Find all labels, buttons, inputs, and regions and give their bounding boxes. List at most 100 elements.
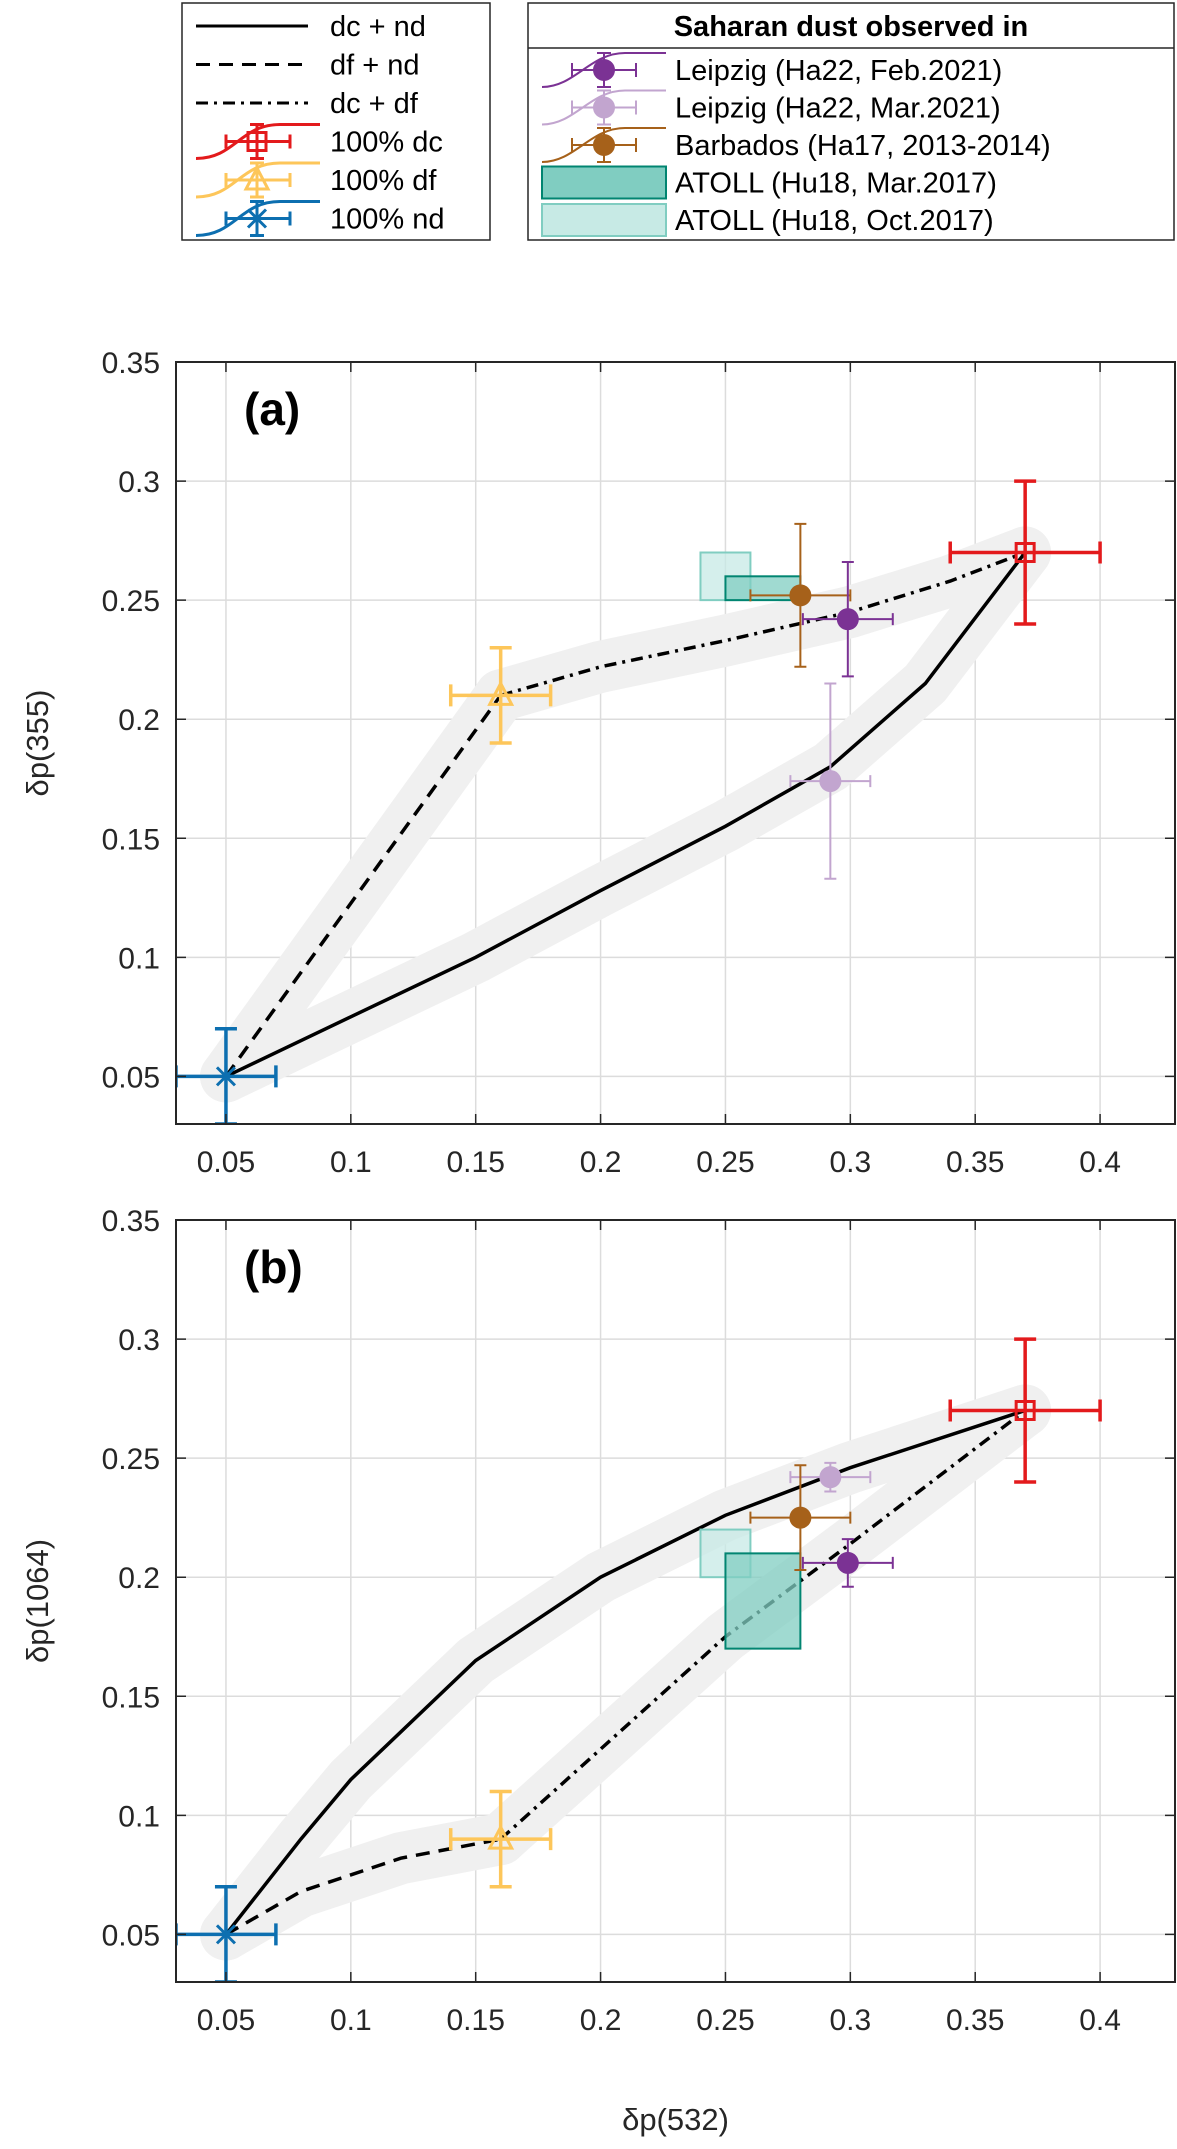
errorbar-dc bbox=[948, 479, 1102, 626]
panel-label: (b) bbox=[244, 1241, 303, 1293]
endmember-nd bbox=[176, 1885, 278, 1982]
legend-label-nd: 100% nd bbox=[330, 204, 445, 236]
legend-swatch-atoll_mar bbox=[541, 165, 667, 200]
marker-leipzig_mar bbox=[819, 770, 842, 793]
y-tick-label: 0.05 bbox=[102, 1061, 160, 1094]
legend-label-leipzig_mar: Leipzig (Ha22, Mar.2021) bbox=[675, 93, 1001, 125]
legend-item-atoll_mar: ATOLL (Hu18, Mar.2017) bbox=[541, 165, 997, 200]
endmember-df bbox=[448, 646, 553, 745]
x-tick-label: 0.2 bbox=[580, 2004, 622, 2037]
marker-leipzig_feb bbox=[836, 608, 859, 631]
legend-item-df: 100% df bbox=[195, 161, 437, 199]
y-tick-label: 0.15 bbox=[102, 823, 160, 856]
plot-content bbox=[176, 362, 1175, 1124]
x-tick-label: 0.25 bbox=[696, 2004, 754, 2037]
marker-df bbox=[487, 680, 515, 706]
x-tick-label: 0.35 bbox=[946, 2004, 1004, 2037]
x-tick-label: 0.05 bbox=[197, 2004, 255, 2037]
y-tick-label: 0.25 bbox=[102, 585, 160, 618]
legend-marker-leipzig_mar bbox=[593, 96, 615, 119]
legend-marker-nd bbox=[246, 207, 268, 230]
axes-frame bbox=[175, 1219, 1176, 1983]
y-axis-label: δp(355) bbox=[20, 690, 55, 797]
x-tick-label: 0.15 bbox=[447, 1146, 505, 1179]
marker-barbados bbox=[789, 1506, 812, 1529]
legend-item-dc_df: dc + df bbox=[196, 88, 419, 120]
legend-item-leipzig_feb: Leipzig (Ha22, Feb.2021) bbox=[541, 52, 1002, 88]
legend-observations: Saharan dust observed in Leipzig (Ha22, F… bbox=[527, 2, 1175, 241]
point-leipzig_feb bbox=[801, 561, 894, 678]
y-tick-label: 0.05 bbox=[102, 1919, 160, 1952]
mixing-curve-dc_nd bbox=[225, 551, 1027, 1078]
legend-box bbox=[527, 2, 1175, 241]
mixing-curve-df_nd bbox=[224, 694, 503, 1078]
marker-leipzig_feb bbox=[836, 1551, 859, 1574]
marker-leipzig_mar bbox=[819, 1466, 842, 1489]
box-atoll_mar bbox=[724, 575, 802, 602]
x-tick-label: 0.2 bbox=[580, 1146, 622, 1179]
legend-box bbox=[181, 2, 491, 241]
x-tick-label: 0.1 bbox=[330, 1146, 372, 1179]
legend-curve-nd bbox=[195, 200, 320, 237]
legend-item-barbados: Barbados (Ha17, 2013-2014) bbox=[541, 127, 1051, 163]
legend-item-leipzig_mar: Leipzig (Ha22, Mar.2021) bbox=[541, 89, 1001, 126]
y-axis-label: δp(1064) bbox=[20, 1539, 55, 1663]
legend-label-dc_df: dc + df bbox=[330, 88, 419, 120]
y-tick-label: 0.2 bbox=[118, 704, 160, 737]
y-tick-label: 0.35 bbox=[102, 347, 160, 380]
legend-label-dc_nd: dc + nd bbox=[330, 11, 426, 43]
legend-marker-dc bbox=[246, 131, 268, 152]
point-barbados bbox=[749, 522, 852, 668]
axes-frame bbox=[175, 361, 1176, 1125]
endmember-df bbox=[448, 1789, 553, 1889]
y-tick-label: 0.3 bbox=[118, 466, 160, 499]
y-tick-label: 0.2 bbox=[118, 1562, 160, 1595]
legend-curve-barbados bbox=[541, 127, 666, 163]
panel-label: (a) bbox=[244, 383, 300, 435]
legend-swatch-atoll_oct bbox=[541, 203, 667, 237]
y-tick-label: 0.3 bbox=[118, 1324, 160, 1357]
legend-label-atoll_mar: ATOLL (Hu18, Mar.2017) bbox=[675, 168, 997, 200]
legend-label-df: 100% df bbox=[330, 165, 437, 197]
marker-dc bbox=[1014, 542, 1036, 563]
legend-label-df_nd: df + nd bbox=[330, 50, 420, 82]
endmember-dc bbox=[948, 1337, 1102, 1484]
marker-nd bbox=[215, 1923, 237, 1946]
legend-item-atoll_oct: ATOLL (Hu18, Oct.2017) bbox=[541, 203, 994, 237]
x-tick-label: 0.1 bbox=[330, 2004, 372, 2037]
legend-label-barbados: Barbados (Ha17, 2013-2014) bbox=[675, 130, 1051, 162]
marker-nd bbox=[215, 1065, 237, 1088]
point-leipzig_feb bbox=[801, 1538, 894, 1588]
errorbar-dc bbox=[948, 1337, 1102, 1484]
x-tick-label: 0.15 bbox=[447, 2004, 505, 2037]
legend-marker-barbados bbox=[593, 134, 615, 156]
box-atoll_mar bbox=[724, 1552, 802, 1650]
legend-label-dc: 100% dc bbox=[330, 127, 443, 159]
point-leipzig_mar bbox=[789, 682, 872, 880]
legend-curve-leipzig_mar bbox=[541, 89, 666, 126]
legend-errorbar-dc bbox=[224, 123, 292, 160]
legend-errorbar-df bbox=[224, 161, 292, 199]
legend-curve-df bbox=[195, 161, 320, 199]
x-tick-label: 0.4 bbox=[1079, 1146, 1121, 1179]
legend-title: Saharan dust observed in bbox=[674, 11, 1029, 43]
errorbar-df bbox=[448, 1789, 553, 1889]
y-tick-label: 0.15 bbox=[102, 1681, 160, 1714]
legend-mixing-models: dc + nd df + nd dc + df 100% dc 100% df 100% … bbox=[181, 2, 491, 241]
errorbar-df bbox=[448, 646, 553, 745]
panel-b: 0.05 0.1 0.15 0.2 0.25 0.3 0.35 0.4 0.05 0.1 0.15 0… bbox=[20, 1205, 1176, 2037]
x-tick-label: 0.4 bbox=[1079, 2004, 1121, 2037]
x-tick-label: 0.3 bbox=[829, 1146, 871, 1179]
panel-a: 0.05 0.1 0.15 0.2 0.25 0.3 0.35 0.4 0.05 0.1 0.15 0… bbox=[20, 347, 1176, 1179]
endmember-nd bbox=[176, 1027, 278, 1124]
y-tick-label: 0.1 bbox=[118, 942, 160, 975]
marker-df bbox=[487, 1823, 515, 1850]
endmember-dc bbox=[948, 479, 1102, 626]
marker-barbados bbox=[789, 584, 812, 607]
y-tick-label: 0.25 bbox=[102, 1443, 160, 1476]
point-barbados bbox=[749, 1464, 852, 1572]
x-tick-label: 0.05 bbox=[197, 1146, 255, 1179]
legend-marker-leipzig_feb bbox=[593, 59, 615, 81]
x-tick-label: 0.35 bbox=[946, 1146, 1004, 1179]
